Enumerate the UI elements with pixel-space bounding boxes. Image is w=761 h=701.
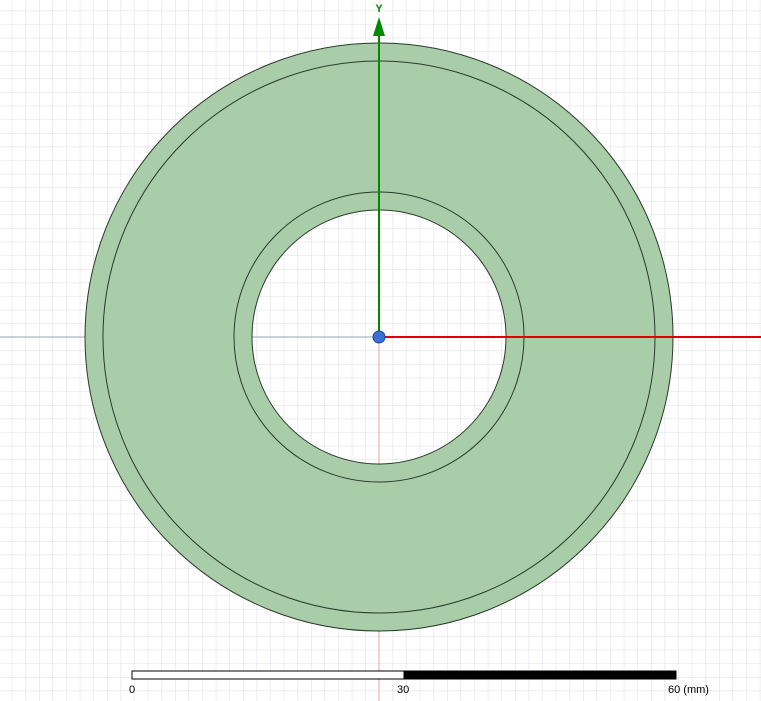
- scale-bar: [131, 670, 677, 680]
- scale-label-start: 0: [129, 684, 136, 696]
- origin-triad-icon[interactable]: [372, 330, 386, 344]
- scale-bar-dark-segment: [403, 670, 677, 680]
- arrow-up-icon: [373, 17, 385, 36]
- scale-bar-light-segment: [131, 670, 405, 680]
- scale-label-mid: 30: [397, 684, 410, 696]
- y-axis-label: Y: [375, 3, 383, 15]
- scale-label-end: 60 (mm): [668, 684, 709, 696]
